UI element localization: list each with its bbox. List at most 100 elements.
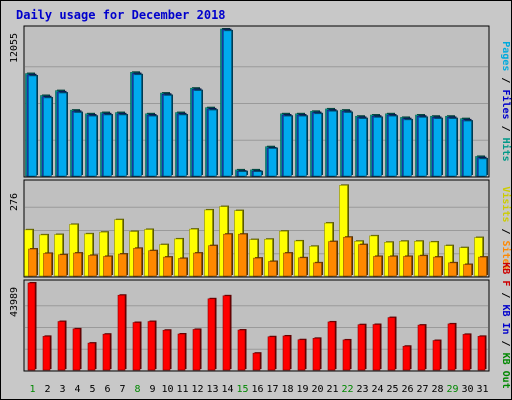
bar: [448, 118, 457, 177]
x-tick-label: 21: [326, 384, 338, 395]
x-tick-label: 28: [431, 384, 443, 395]
bar: [147, 321, 156, 371]
x-tick-label: 5: [89, 384, 95, 395]
legend-part: KB In: [500, 304, 511, 334]
bar: [297, 339, 306, 371]
bar: [208, 109, 217, 177]
bar: [328, 241, 337, 277]
bar: [88, 115, 97, 177]
x-tick-label: 23: [356, 384, 368, 395]
chart-title: Daily usage for December 2018: [16, 8, 226, 22]
panel-kb: 43989 KB F / KB In / KB Out: [9, 262, 511, 388]
bar: [237, 329, 246, 371]
bar: [388, 115, 397, 177]
bar: [117, 294, 126, 371]
bar: [418, 117, 427, 177]
bar: [253, 257, 262, 277]
bar: [403, 119, 412, 177]
bar: [358, 244, 367, 277]
bar: [163, 95, 172, 177]
panel-visits-sites: 276 Visits / Sites: [9, 179, 512, 278]
bar: [328, 111, 337, 177]
bar: [463, 264, 472, 277]
bar: [28, 75, 37, 177]
bar: [223, 233, 232, 277]
bar: [402, 345, 411, 371]
bar: [178, 114, 187, 177]
series-kb-f: [27, 282, 487, 371]
bar: [253, 171, 262, 177]
bar: [388, 256, 397, 277]
bar: [478, 256, 487, 277]
scale-label: 12055: [9, 33, 20, 63]
x-tick-label: 3: [59, 384, 65, 395]
bar: [177, 333, 186, 371]
series-legend-label: KB F / KB In / KB Out: [500, 262, 511, 388]
scale-label: 276: [9, 193, 20, 211]
bar: [133, 74, 142, 177]
bar: [43, 253, 52, 277]
bar: [132, 322, 141, 371]
bar: [43, 97, 52, 177]
x-tick-label: 4: [74, 384, 80, 395]
bar: [72, 328, 81, 371]
x-tick-label: 26: [401, 384, 413, 395]
bar: [222, 295, 231, 371]
x-tick-label: 27: [416, 384, 428, 395]
bar: [268, 148, 277, 177]
bar: [357, 324, 366, 371]
bar: [298, 257, 307, 277]
bar: [252, 352, 261, 371]
legend-part: KB Out: [500, 353, 511, 389]
bar: [58, 92, 67, 177]
bar: [42, 336, 51, 371]
bar: [268, 261, 277, 277]
bar: [327, 321, 336, 371]
x-tick-label: 31: [476, 384, 488, 395]
bar: [57, 321, 66, 371]
legend-part: KB F: [500, 262, 511, 286]
bar: [88, 255, 97, 277]
bar: [462, 334, 471, 371]
bar: [312, 338, 321, 371]
bar: [162, 329, 171, 371]
bar: [238, 233, 247, 277]
bar: [342, 339, 351, 371]
bar: [372, 324, 381, 371]
bar: [193, 252, 202, 277]
bar: [298, 115, 307, 177]
bar: [193, 90, 202, 177]
x-tick-label: 10: [161, 384, 173, 395]
legend-part: Files: [500, 89, 512, 119]
bar: [103, 256, 112, 277]
bar: [58, 254, 67, 277]
bar: [403, 256, 412, 277]
bar: [477, 336, 486, 371]
bar: [418, 255, 427, 277]
bar: [73, 252, 82, 277]
legend-part: Sites: [500, 241, 512, 271]
legend-part: /: [500, 335, 511, 353]
bar: [103, 114, 112, 177]
bar: [178, 258, 187, 277]
bar: [118, 114, 127, 177]
x-tick-label: 29: [446, 384, 458, 395]
bar: [28, 248, 37, 277]
x-tick-label: 1: [29, 384, 35, 395]
panel-pages-files-hits: 12055 Pages / Files / Hits: [9, 25, 512, 178]
series-legend-label: Pages / Files / Hits: [500, 41, 512, 161]
series-pages: [28, 29, 488, 177]
legend-part: /: [500, 120, 511, 138]
x-tick-label: 16: [251, 384, 263, 395]
scale-label: 43989: [9, 287, 20, 317]
bar: [432, 340, 441, 371]
series-sites: [28, 233, 488, 277]
bar: [463, 120, 472, 177]
legend-part: Pages: [500, 41, 511, 71]
bar: [447, 323, 456, 371]
x-tick-label: 20: [311, 384, 323, 395]
x-tick-label: 2: [44, 384, 50, 395]
x-tick-label: 7: [119, 384, 125, 395]
bar: [478, 158, 487, 177]
